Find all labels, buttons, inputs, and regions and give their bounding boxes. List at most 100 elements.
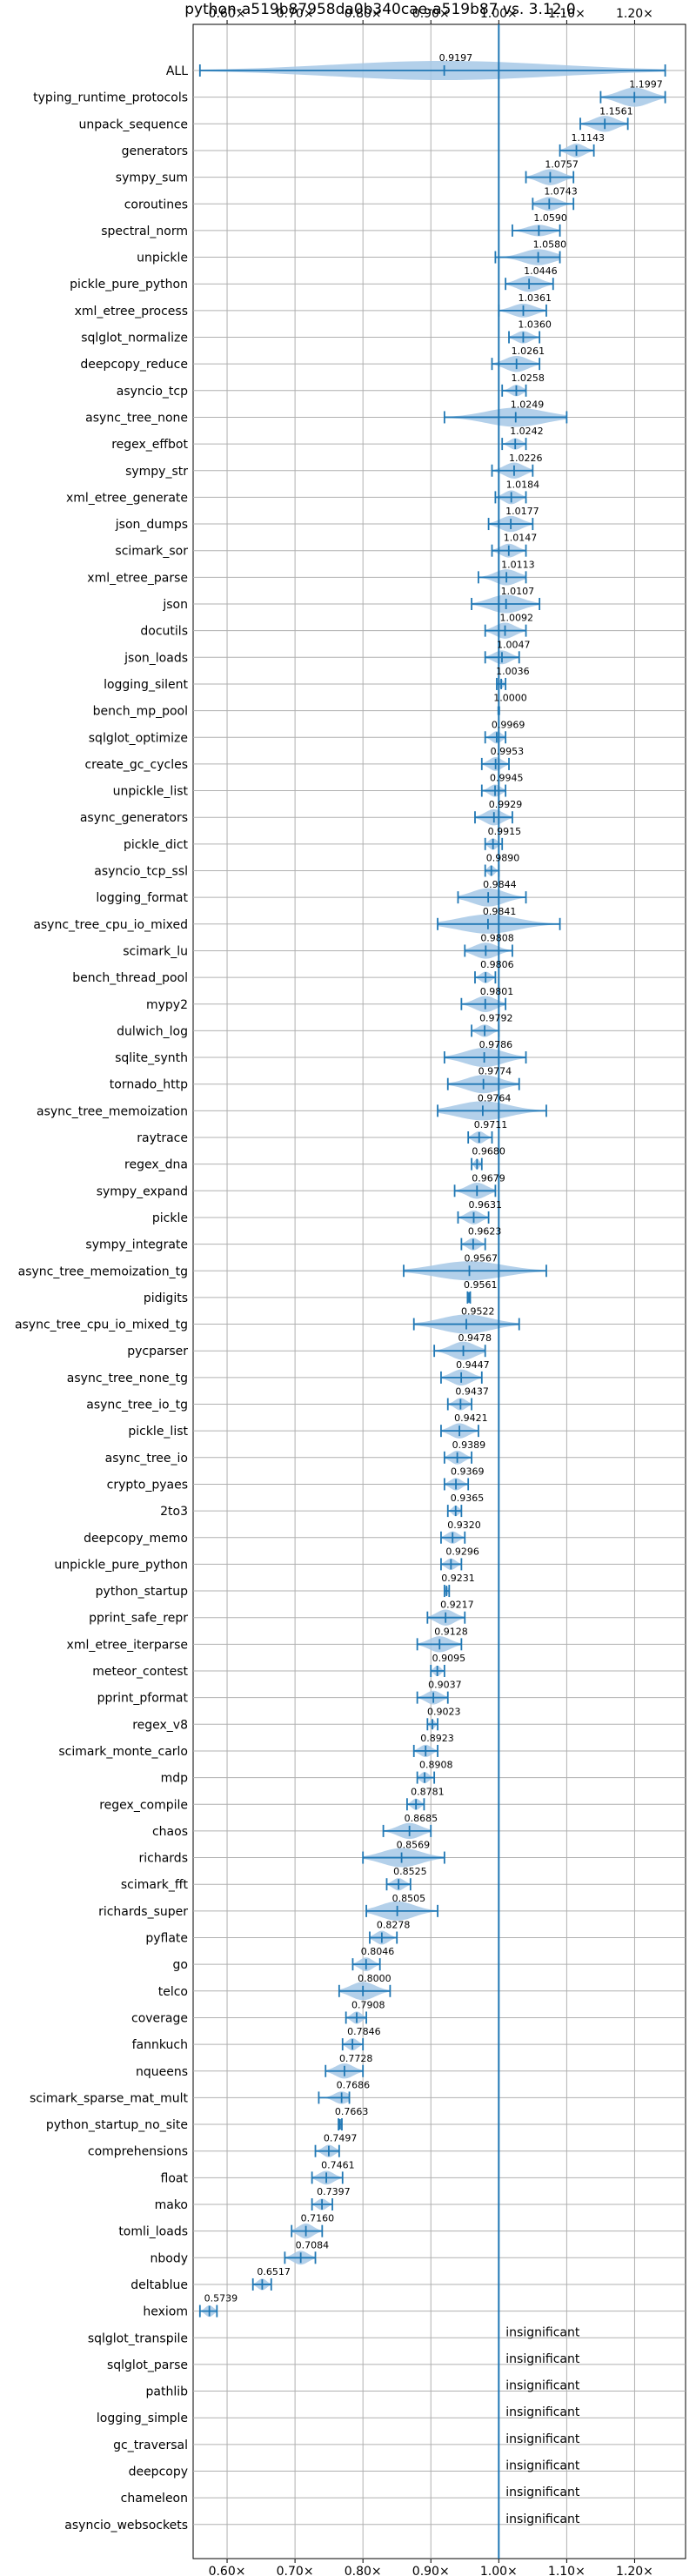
value-label: 1.0000 [493,693,527,704]
violin [416,1690,449,1705]
value-label: 0.7908 [351,1999,385,2010]
value-label: 0.8569 [397,1840,431,1851]
insignificant-label: insignificant [505,2379,580,2393]
value-label: 1.0249 [511,399,545,410]
violin-series [198,61,666,2318]
value-label: 0.9421 [454,1412,488,1424]
benchmark-label: go [173,1958,188,1972]
benchmark-label: pickle_pure_python [70,278,188,292]
violin [501,438,527,451]
benchmark-label: regex_v8 [132,1718,188,1732]
value-label: 0.7497 [324,2133,358,2144]
violin [362,1848,445,1868]
benchmark-label: deepcopy [129,2465,188,2479]
value-label: 0.9915 [488,826,522,837]
violin [474,971,497,984]
value-label: 0.9786 [479,1039,513,1050]
violin [446,1398,472,1411]
benchmark-label: bench_thread_pool [72,971,188,985]
value-label: 0.9437 [455,1386,489,1398]
violin [471,1024,500,1037]
y-axis-labels: ALL typing_runtime_protocols unpack_sequen… [15,64,189,2532]
value-label: 1.0226 [509,453,543,464]
benchmark-label: regex_dna [124,1158,188,1172]
grid-lines [193,24,686,2559]
benchmark-label: logging_simple [97,2412,188,2425]
benchmark-label: pycparser [127,1345,188,1358]
violin [338,1982,392,2001]
violin [403,1261,547,1281]
violin [311,2170,344,2185]
violin [477,569,527,586]
value-label: 0.9953 [491,746,525,757]
benchmark-label: json [162,598,188,612]
value-label: 0.9679 [472,1172,505,1184]
violin [494,249,561,265]
value-label: 0.9792 [479,1012,513,1023]
value-label: 0.8908 [419,1760,453,1771]
value-label: 0.9969 [492,719,525,730]
value-label: 0.9841 [483,906,517,917]
violin [345,2011,367,2024]
value-label: 0.7728 [339,2053,373,2064]
benchmark-label: asyncio_websockets [64,2519,188,2532]
violin [284,2251,317,2265]
violin [382,1822,432,1840]
violin [416,1771,436,1784]
value-label: 0.8781 [411,1786,445,1797]
benchmark-label: crypto_pyaes [107,1478,188,1492]
violin [251,2277,272,2291]
value-label: 1.0113 [501,559,535,570]
benchmark-label: chameleon [121,2492,188,2506]
value-label: 0.9369 [451,1466,485,1477]
benchmark-label: meteor_contest [92,1665,188,1679]
benchmark-label: chaos [152,1825,188,1839]
value-label: 1.0177 [505,506,539,517]
value-label: 0.9197 [439,52,473,64]
value-label: 1.0107 [501,586,535,597]
value-label: 1.0036 [496,666,530,677]
benchmark-label: sympy_str [125,465,188,479]
value-label: 0.9567 [465,1252,499,1264]
benchmark-label: xml_etree_parse [87,571,188,585]
value-label: 0.9806 [480,959,514,970]
value-label: 0.7663 [335,2106,369,2117]
benchmark-label: coroutines [124,198,188,211]
insignificant-label: insignificant [505,2405,580,2419]
benchmark-label: async_tree_none [85,411,188,425]
benchmark-label: sqlglot_transpile [88,2331,188,2345]
benchmark-label: deepcopy_reduce [80,358,188,372]
violin [440,1531,466,1544]
violin [484,731,507,744]
violin [512,224,561,237]
value-label: 0.8278 [377,1920,411,1931]
benchmark-label: float [161,2171,189,2185]
benchmark-label: typing_runtime_protocols [33,91,188,105]
benchmark-label: dulwich_log [117,1024,188,1038]
violin [487,515,534,533]
benchmark-label: json_loads [124,651,188,665]
value-label: 0.9631 [469,1199,503,1211]
value-label: 0.7686 [337,2079,371,2090]
violin [426,1718,438,1731]
value-label: 0.9764 [478,1092,512,1104]
value-label: 0.7084 [296,2239,330,2251]
benchmark-label: mdp [161,1772,189,1786]
violin [467,1130,493,1144]
violin [471,1157,483,1171]
x-tick-label-top: 0.60× [209,7,246,21]
benchmark-label: pidigits [144,1291,188,1305]
benchmark-label: deepcopy_memo [84,1532,188,1546]
value-label: 0.7846 [347,2026,381,2037]
value-label: 1.0147 [504,533,538,544]
violin [525,169,575,185]
violin [369,1930,398,1945]
benchmark-label: pickle_dict [124,838,189,852]
plot-frame [192,23,686,2559]
value-label: 0.6517 [257,2266,291,2277]
benchmark-label: python_startup_no_site [46,2118,188,2132]
x-tick-label-top: 1.00× [480,7,518,21]
benchmark-label: telco [158,1985,188,1999]
violin [446,1075,520,1094]
value-label: 0.8046 [361,1946,395,1957]
